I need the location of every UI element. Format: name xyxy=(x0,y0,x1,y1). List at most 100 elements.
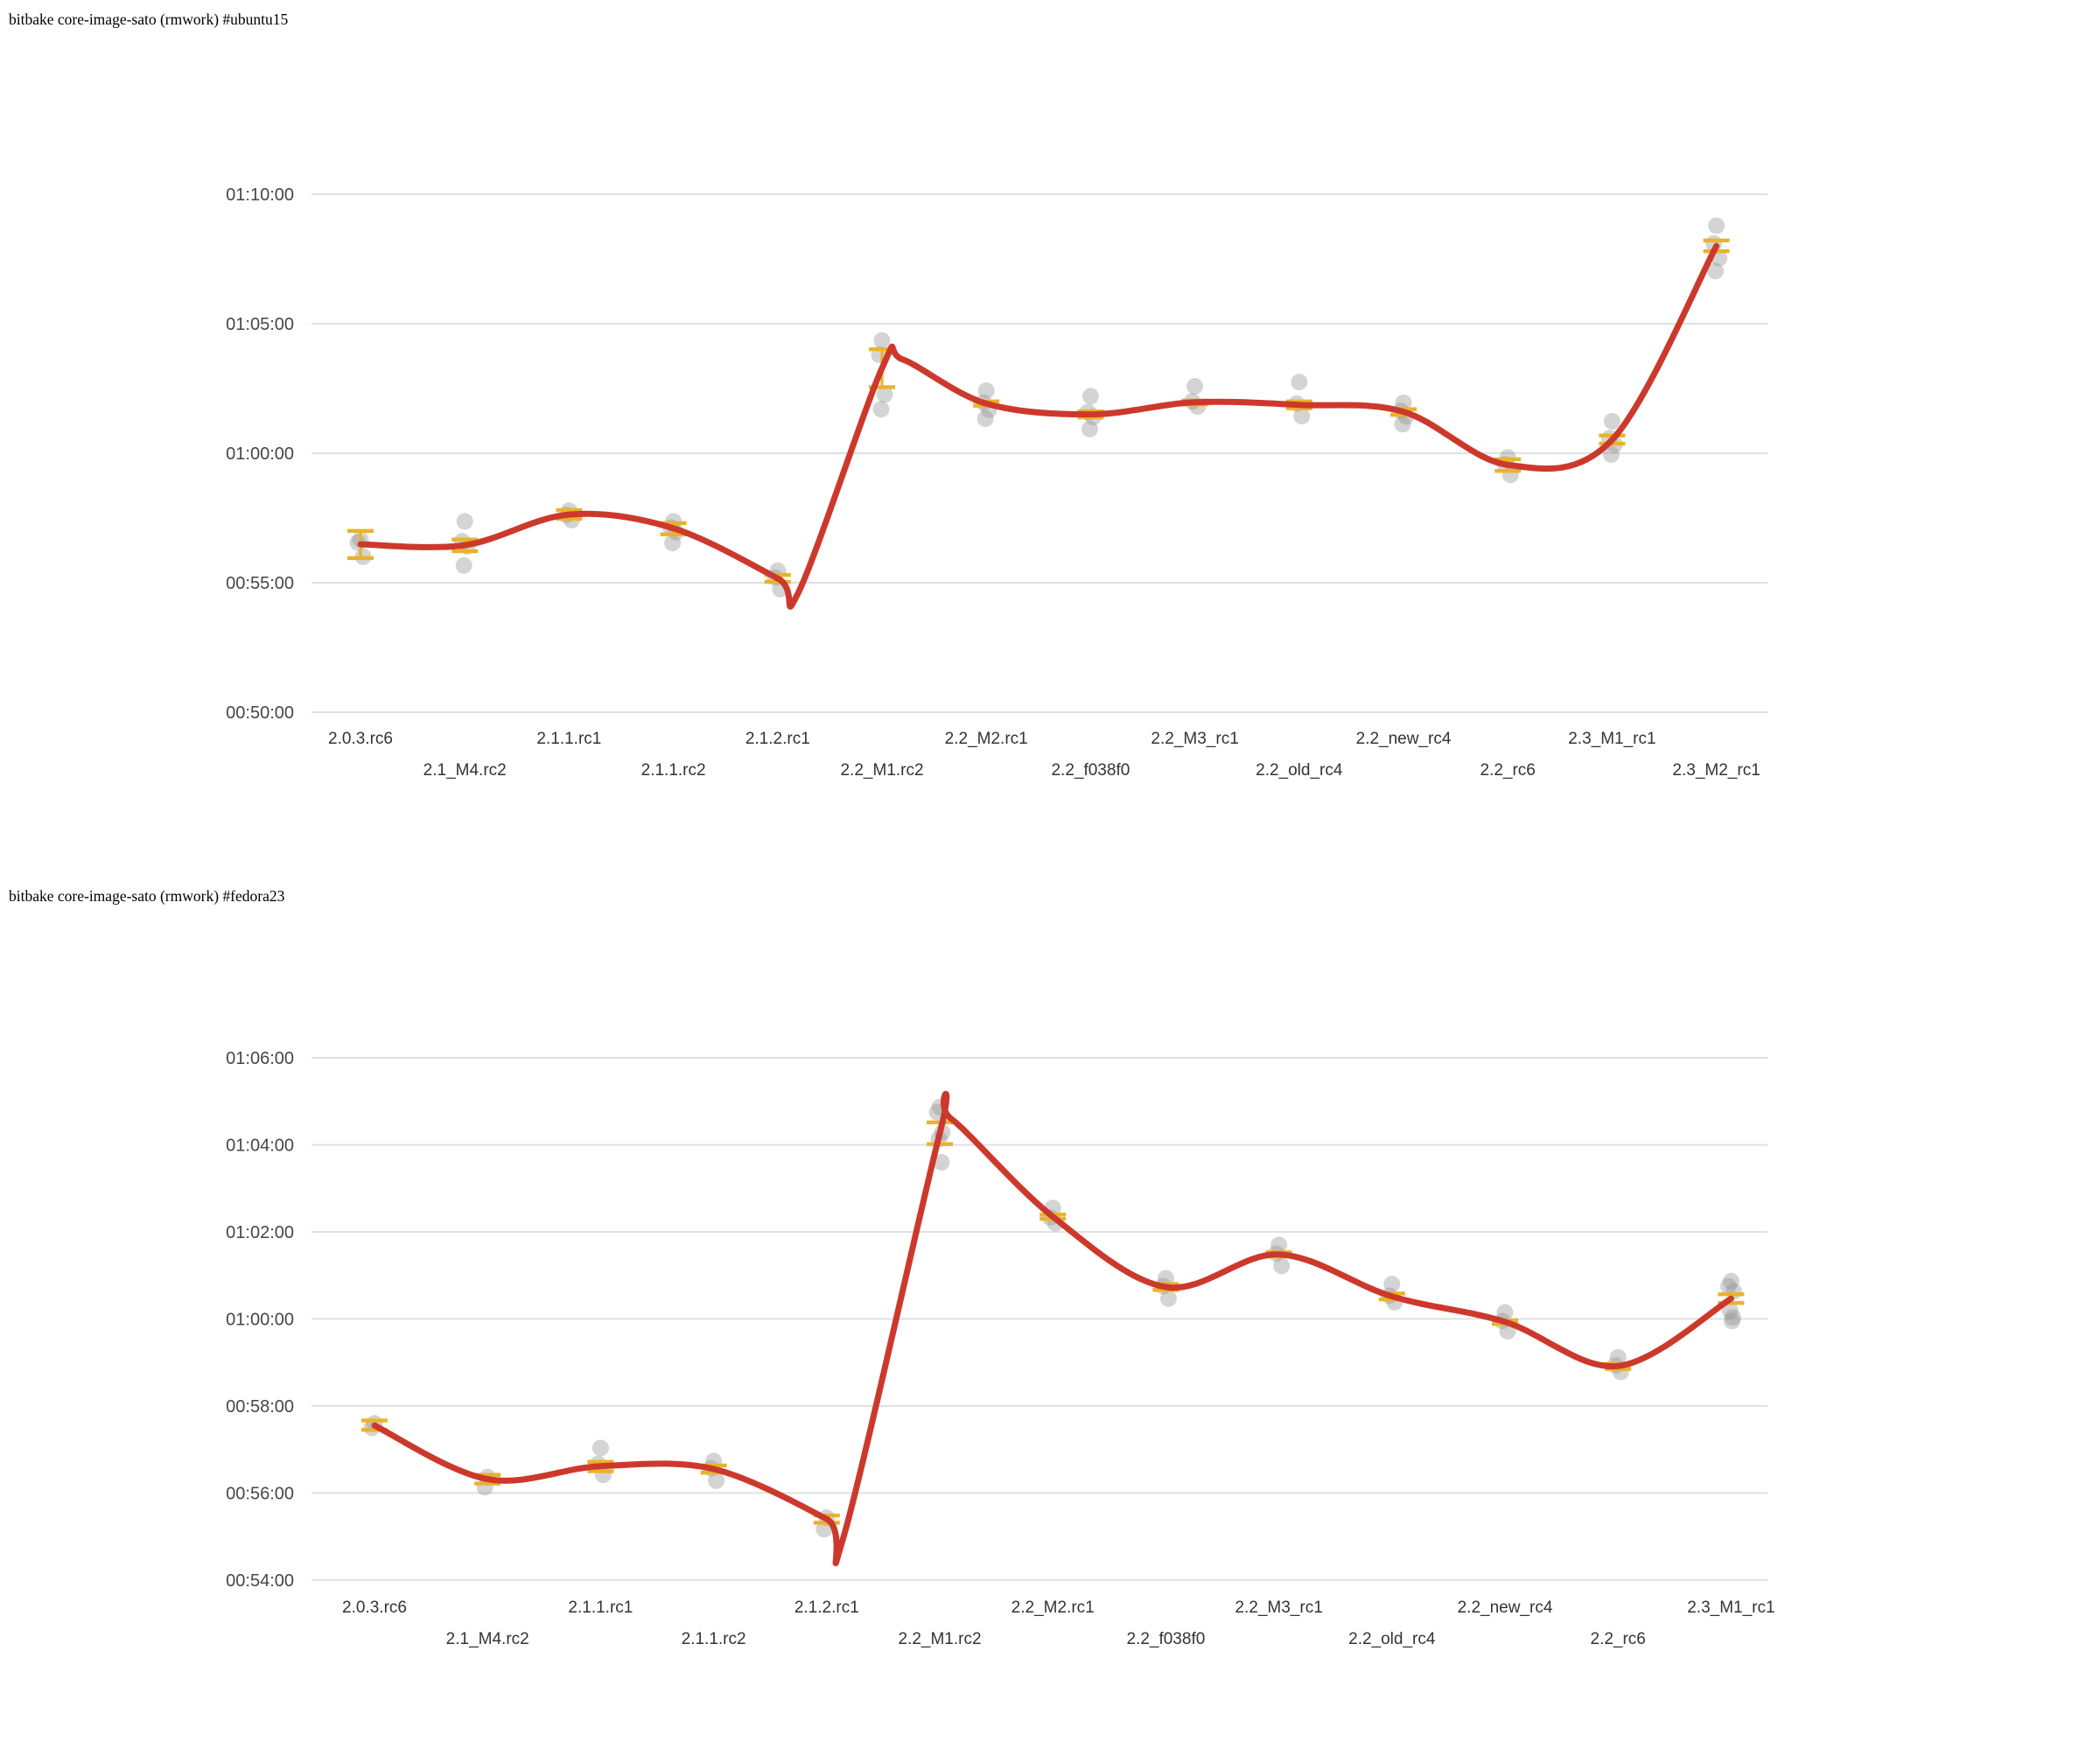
sample-point xyxy=(1082,388,1099,405)
sample-point xyxy=(1496,1304,1514,1321)
x-tick-label: 2.2_f038f0 xyxy=(1126,1630,1205,1648)
x-tick-label: 2.2_new_rc4 xyxy=(1458,1599,1553,1617)
y-tick-label: 00:56:00 xyxy=(226,1484,294,1503)
median-cap-marker xyxy=(587,1469,614,1473)
x-tick-label: 2.1.2.rc1 xyxy=(794,1599,859,1617)
median-cap-marker xyxy=(660,521,687,526)
median-cap-marker xyxy=(556,507,583,513)
sample-point xyxy=(1159,1290,1177,1307)
trend-curve xyxy=(357,242,1720,610)
x-tick-label: 2.1.1.rc2 xyxy=(682,1630,746,1648)
x-tick-label: 2.0.3.rc6 xyxy=(328,730,393,748)
median-cap-marker xyxy=(452,537,479,542)
x-tick-label: 2.2_rc6 xyxy=(1480,761,1536,780)
median-cap-marker xyxy=(869,385,895,389)
median-cap-marker xyxy=(1703,238,1730,242)
median-cap-marker xyxy=(1494,457,1522,462)
y-tick-label: 01:05:00 xyxy=(226,315,294,334)
sample-point xyxy=(872,401,890,418)
y-tick-label: 00:55:00 xyxy=(226,574,294,593)
sample-point xyxy=(1186,378,1204,395)
median-cap-marker xyxy=(1285,399,1312,403)
y-tick-label: 00:54:00 xyxy=(226,1571,294,1591)
sample-point xyxy=(816,1521,833,1538)
x-tick-label: 2.2_old_rc4 xyxy=(1348,1630,1436,1648)
y-tick-label: 01:04:00 xyxy=(226,1137,294,1156)
x-tick-label: 2.2_new_rc4 xyxy=(1356,730,1452,748)
median-cap-marker xyxy=(700,1471,727,1475)
sample-point xyxy=(1723,1312,1740,1330)
median-cap-marker xyxy=(361,1428,388,1432)
chart-title-ubuntu15: bitbake core-image-sato (rmwork) #ubuntu… xyxy=(9,10,289,28)
y-tick-label: 00:58:00 xyxy=(226,1397,294,1417)
sample-point xyxy=(1602,446,1620,463)
y-tick-label: 00:50:00 xyxy=(226,703,294,723)
y-tick-label: 01:00:00 xyxy=(226,1310,294,1329)
median-cap-marker xyxy=(813,1521,840,1525)
sample-point xyxy=(455,556,472,574)
median-cap-marker xyxy=(1285,406,1312,410)
median-cap-marker xyxy=(700,1463,727,1468)
sample-point xyxy=(1395,394,1412,411)
median-cap-marker xyxy=(474,1481,501,1486)
sample-point xyxy=(1291,374,1308,391)
x-tick-label: 2.2_f038f0 xyxy=(1051,761,1130,780)
x-tick-label: 2.1_M4.rc2 xyxy=(424,761,507,780)
x-tick-label: 2.3_M2_rc1 xyxy=(1672,761,1760,780)
median-cap-marker xyxy=(660,532,687,536)
sample-point xyxy=(1724,1309,1741,1326)
median-cap-marker xyxy=(813,1513,840,1518)
x-tick-label: 2.2_M3_rc1 xyxy=(1235,1599,1322,1617)
median-cap-marker xyxy=(556,516,583,521)
y-tick-label: 01:06:00 xyxy=(226,1049,294,1068)
trend-curve xyxy=(371,1090,1734,1567)
x-tick-label: 2.2_M3_rc1 xyxy=(1151,730,1238,748)
median-cap-marker xyxy=(474,1473,501,1477)
sample-point xyxy=(1603,413,1620,430)
median-cap-marker xyxy=(1494,469,1522,473)
sample-point xyxy=(708,1472,725,1489)
sample-point xyxy=(592,1439,609,1457)
sample-point xyxy=(1722,1272,1740,1290)
median-cap-marker xyxy=(1718,1301,1745,1305)
x-tick-label: 2.0.3.rc6 xyxy=(342,1599,407,1617)
median-cap-marker xyxy=(764,572,791,577)
median-cap-marker xyxy=(347,556,374,561)
median-cap-marker xyxy=(361,1418,388,1423)
sample-point xyxy=(456,513,473,530)
sample-point xyxy=(1708,217,1726,234)
sample-point xyxy=(1394,416,1411,433)
x-tick-label: 2.1_M4.rc2 xyxy=(446,1630,529,1648)
x-tick-label: 2.3_M1_rc1 xyxy=(1568,730,1656,748)
sample-point xyxy=(976,410,994,427)
sample-point xyxy=(1270,1236,1288,1254)
x-tick-label: 2.2_M2.rc1 xyxy=(945,730,1028,748)
sample-point xyxy=(933,1153,950,1171)
x-tick-label: 2.2_rc6 xyxy=(1591,1630,1646,1648)
sample-point xyxy=(1273,1257,1291,1275)
x-tick-label: 2.2_M1.rc2 xyxy=(840,761,923,780)
median-cap-marker xyxy=(452,549,479,554)
y-tick-label: 01:00:00 xyxy=(226,444,294,464)
sample-point xyxy=(1719,1277,1737,1295)
x-tick-label: 2.1.1.rc1 xyxy=(568,1599,633,1617)
x-tick-label: 2.2_M1.rc2 xyxy=(898,1630,981,1648)
y-tick-label: 01:02:00 xyxy=(226,1223,294,1242)
median-cap-marker xyxy=(587,1459,614,1464)
chart-title-fedora23: bitbake core-image-sato (rmwork) #fedora… xyxy=(9,887,285,905)
sample-point xyxy=(977,382,995,399)
x-tick-label: 2.2_M2.rc1 xyxy=(1012,1599,1095,1617)
x-tick-label: 2.1.1.rc2 xyxy=(641,761,706,780)
sample-point xyxy=(664,535,682,552)
sample-point xyxy=(1721,1302,1739,1319)
sample-point xyxy=(1293,408,1311,425)
sample-point xyxy=(1081,420,1098,437)
x-tick-label: 2.3_M1_rc1 xyxy=(1687,1599,1774,1617)
sample-point xyxy=(1383,1276,1401,1293)
sample-point xyxy=(1609,1348,1627,1366)
y-tick-label: 01:10:00 xyxy=(226,185,294,205)
median-cap-marker xyxy=(869,346,895,352)
sample-point xyxy=(1707,262,1725,280)
